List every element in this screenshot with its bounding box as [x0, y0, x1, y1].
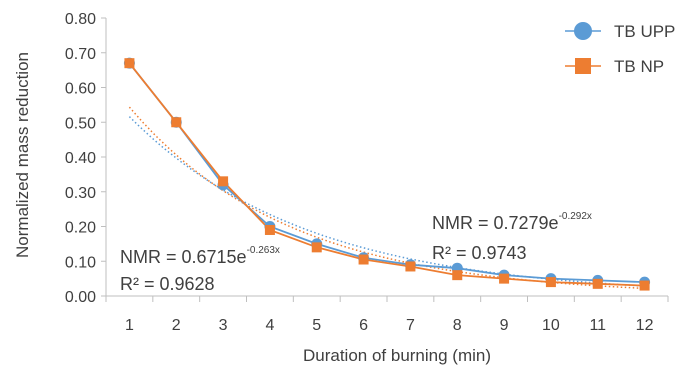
x-tick-label: 9 [500, 317, 509, 334]
legend-marker-tb-upp [574, 22, 592, 40]
svg-text:NMR = 0.6715e-0.263x: NMR = 0.6715e-0.263x [120, 245, 280, 267]
y-axis-ticks: 0.00 0.10 0.20 0.30 0.40 0.50 0.60 0.70 0.80 [65, 11, 106, 306]
y-tick-label: 0.10 [65, 254, 96, 271]
y-tick-label: 0.40 [65, 150, 96, 167]
y-tick-label: 0.00 [65, 289, 96, 306]
y-tick-label: 0.70 [65, 46, 96, 63]
point-tb-np [499, 273, 510, 284]
trendlines [128, 106, 645, 290]
annotation-tb-np-equation: NMR = 0.7279e [432, 213, 559, 233]
point-tb-np [264, 224, 275, 235]
point-tb-np [405, 261, 416, 272]
trendline-tb-np [128, 106, 645, 290]
x-tick-label: 11 [589, 317, 606, 334]
annotation-tb-np: NMR = 0.7279e-0.292x R² = 0.9743 [432, 211, 592, 263]
annotation-tb-upp: NMR = 0.6715e-0.263x R² = 0.9628 [120, 245, 280, 294]
x-tick-label: 1 [125, 317, 134, 334]
x-tick-label: 8 [453, 317, 462, 334]
svg-text:NMR = 0.7279e-0.292x: NMR = 0.7279e-0.292x [432, 211, 592, 233]
point-tb-np [124, 58, 135, 69]
series-line-tb-upp [128, 62, 645, 283]
annotation-tb-np-exponent: -0.292x [559, 211, 592, 222]
point-tb-np [171, 117, 182, 128]
y-tick-label: 0.80 [65, 11, 96, 28]
point-tb-np [311, 242, 322, 253]
legend: TB UPP TB NP [565, 22, 675, 76]
point-tb-np [452, 270, 463, 281]
series-lines [128, 62, 645, 287]
point-tb-np [218, 176, 229, 187]
x-tick-label: 3 [219, 317, 228, 334]
point-tb-np [592, 278, 603, 289]
legend-label-tb-upp: TB UPP [614, 22, 675, 41]
y-tick-label: 0.60 [65, 81, 96, 98]
y-tick-label: 0.50 [65, 115, 96, 132]
x-axis-ticks: 1 2 3 4 5 6 7 8 9 10 11 12 [105, 296, 669, 334]
y-axis-title: Normalized mass reduction [13, 52, 32, 258]
point-tb-np [545, 277, 556, 288]
point-tb-np [358, 254, 369, 265]
x-tick-label: 7 [406, 317, 415, 334]
x-tick-label: 6 [359, 317, 368, 334]
x-tick-label: 12 [636, 317, 654, 334]
legend-marker-tb-np [575, 58, 591, 74]
point-tb-np [639, 280, 650, 291]
x-tick-label: 4 [265, 317, 274, 334]
x-tick-label: 10 [542, 317, 560, 334]
y-tick-label: 0.30 [65, 185, 96, 202]
x-tick-label: 5 [312, 317, 321, 334]
annotation-tb-upp-equation: NMR = 0.6715e [120, 247, 247, 267]
annotation-tb-upp-exponent: -0.263x [247, 245, 280, 256]
annotation-tb-upp-r2: R² = 0.9628 [120, 274, 215, 294]
x-axis-title: Duration of burning (min) [303, 346, 491, 365]
series-line-tb-np [128, 62, 645, 287]
legend-label-tb-np: TB NP [614, 57, 664, 76]
x-tick-label: 2 [172, 317, 181, 334]
annotation-tb-np-r2: R² = 0.9743 [432, 243, 527, 263]
series-markers [123, 57, 651, 291]
y-tick-label: 0.20 [65, 220, 96, 237]
